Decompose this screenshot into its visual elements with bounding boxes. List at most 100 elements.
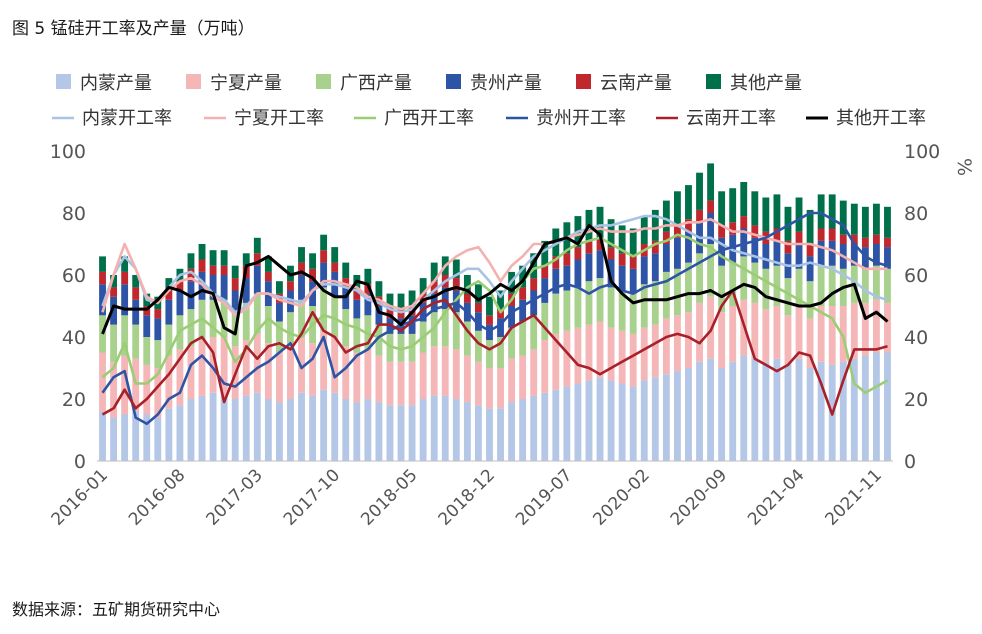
x-tick-label: 2018-12: [435, 465, 499, 529]
bar-segment: [762, 244, 770, 269]
bar-segment: [817, 240, 825, 266]
bar-segment: [220, 337, 228, 396]
bar-segment: [121, 256, 129, 272]
bar-segment: [353, 318, 361, 353]
y-left-tick-label: 0: [74, 451, 86, 473]
bar-segment: [474, 330, 482, 362]
bar-segment: [795, 244, 803, 269]
bar-segment: [198, 259, 206, 272]
bar-segment: [275, 402, 283, 461]
y-left-tick-label: 80: [62, 203, 86, 225]
bar-segment: [386, 405, 394, 461]
bar-segment: [596, 278, 604, 322]
bar-segment: [519, 265, 527, 288]
bar-segment: [187, 346, 195, 399]
bar-segment: [121, 271, 129, 285]
bar-segment: [596, 206, 604, 238]
bar-segment: [784, 206, 792, 241]
bar-segment: [253, 293, 261, 334]
bar-segment: [486, 368, 493, 409]
bar-segment: [629, 228, 637, 257]
bar-segment: [563, 330, 571, 387]
bar-segment: [242, 340, 250, 396]
bar-segment: [596, 250, 604, 279]
bar-segment: [585, 324, 593, 381]
bar-segment: [596, 321, 604, 378]
bar-segment: [364, 284, 372, 294]
bar-segment: [607, 219, 615, 248]
bar-segment: [497, 309, 504, 319]
bar-segment: [375, 281, 383, 297]
bar-segment: [585, 240, 593, 254]
bar-segment: [618, 253, 626, 266]
bar-segment: [806, 244, 814, 257]
bar-segment: [552, 333, 560, 390]
bar-segment: [419, 399, 427, 461]
bar-segment: [519, 355, 527, 399]
bar-segment: [386, 293, 394, 310]
bar-segment: [463, 293, 471, 303]
bar-segment: [430, 262, 438, 282]
bar-segment: [784, 278, 792, 316]
bar-segment: [419, 352, 427, 399]
y-right-tick-label: 20: [904, 389, 928, 411]
bar-segment: [607, 380, 615, 461]
bar-segment: [253, 237, 261, 254]
bar-segment: [474, 361, 482, 406]
bar-segment: [629, 256, 637, 269]
bar-segment: [574, 259, 582, 288]
bar-segment: [287, 399, 294, 461]
bar-segment: [729, 306, 737, 362]
bar-segment: [740, 216, 748, 229]
bar-segment: [441, 346, 449, 396]
bar-segment: [320, 262, 328, 288]
bar-segment: [441, 309, 449, 347]
legend-label: 其他产量: [730, 73, 802, 94]
bar-segment: [132, 287, 140, 300]
series-line: [101, 289, 888, 416]
bar-segment: [165, 408, 173, 461]
bar-segment: [397, 361, 405, 406]
bar-segment: [673, 191, 681, 226]
bar-segment: [287, 281, 294, 291]
bar-segment: [861, 237, 869, 248]
bar-segment: [508, 327, 516, 359]
bar-segment: [541, 340, 549, 393]
bar-segment: [298, 392, 305, 461]
bar-segment: [452, 399, 460, 461]
bar-segment: [607, 287, 615, 328]
bar-segment: [662, 271, 670, 319]
bar-segment: [629, 333, 637, 387]
bar-segment: [486, 340, 493, 368]
bar-segment: [696, 172, 703, 210]
bar-segment: [287, 312, 294, 347]
bar-segment: [264, 399, 272, 461]
bar-segment: [497, 318, 504, 337]
bar-segment: [121, 315, 129, 356]
bar-segment: [143, 306, 151, 316]
legend-label: 云南产量: [600, 73, 672, 94]
bar-segment: [884, 237, 891, 248]
bar-segment: [662, 200, 670, 232]
y-right-unit: %: [953, 158, 975, 176]
bar-segment: [607, 259, 615, 288]
bar-segment: [850, 244, 858, 266]
bar-segment: [817, 228, 825, 241]
legend-swatch: [56, 74, 71, 89]
bar-segment: [618, 265, 626, 291]
bar-segment: [751, 358, 759, 461]
legend-swatch: [706, 74, 721, 89]
bar-segment: [574, 247, 582, 260]
bar-segment: [497, 337, 504, 368]
bar-segment: [430, 395, 438, 461]
bar-segment: [264, 271, 272, 282]
bar-segment: [850, 203, 858, 235]
bar-segment: [298, 299, 305, 337]
bar-segment: [242, 395, 250, 461]
bar-segment: [253, 333, 261, 393]
bar-segment: [452, 312, 460, 350]
bar-segment: [640, 256, 648, 285]
bar-segment: [320, 250, 328, 263]
bar-segment: [884, 352, 891, 461]
